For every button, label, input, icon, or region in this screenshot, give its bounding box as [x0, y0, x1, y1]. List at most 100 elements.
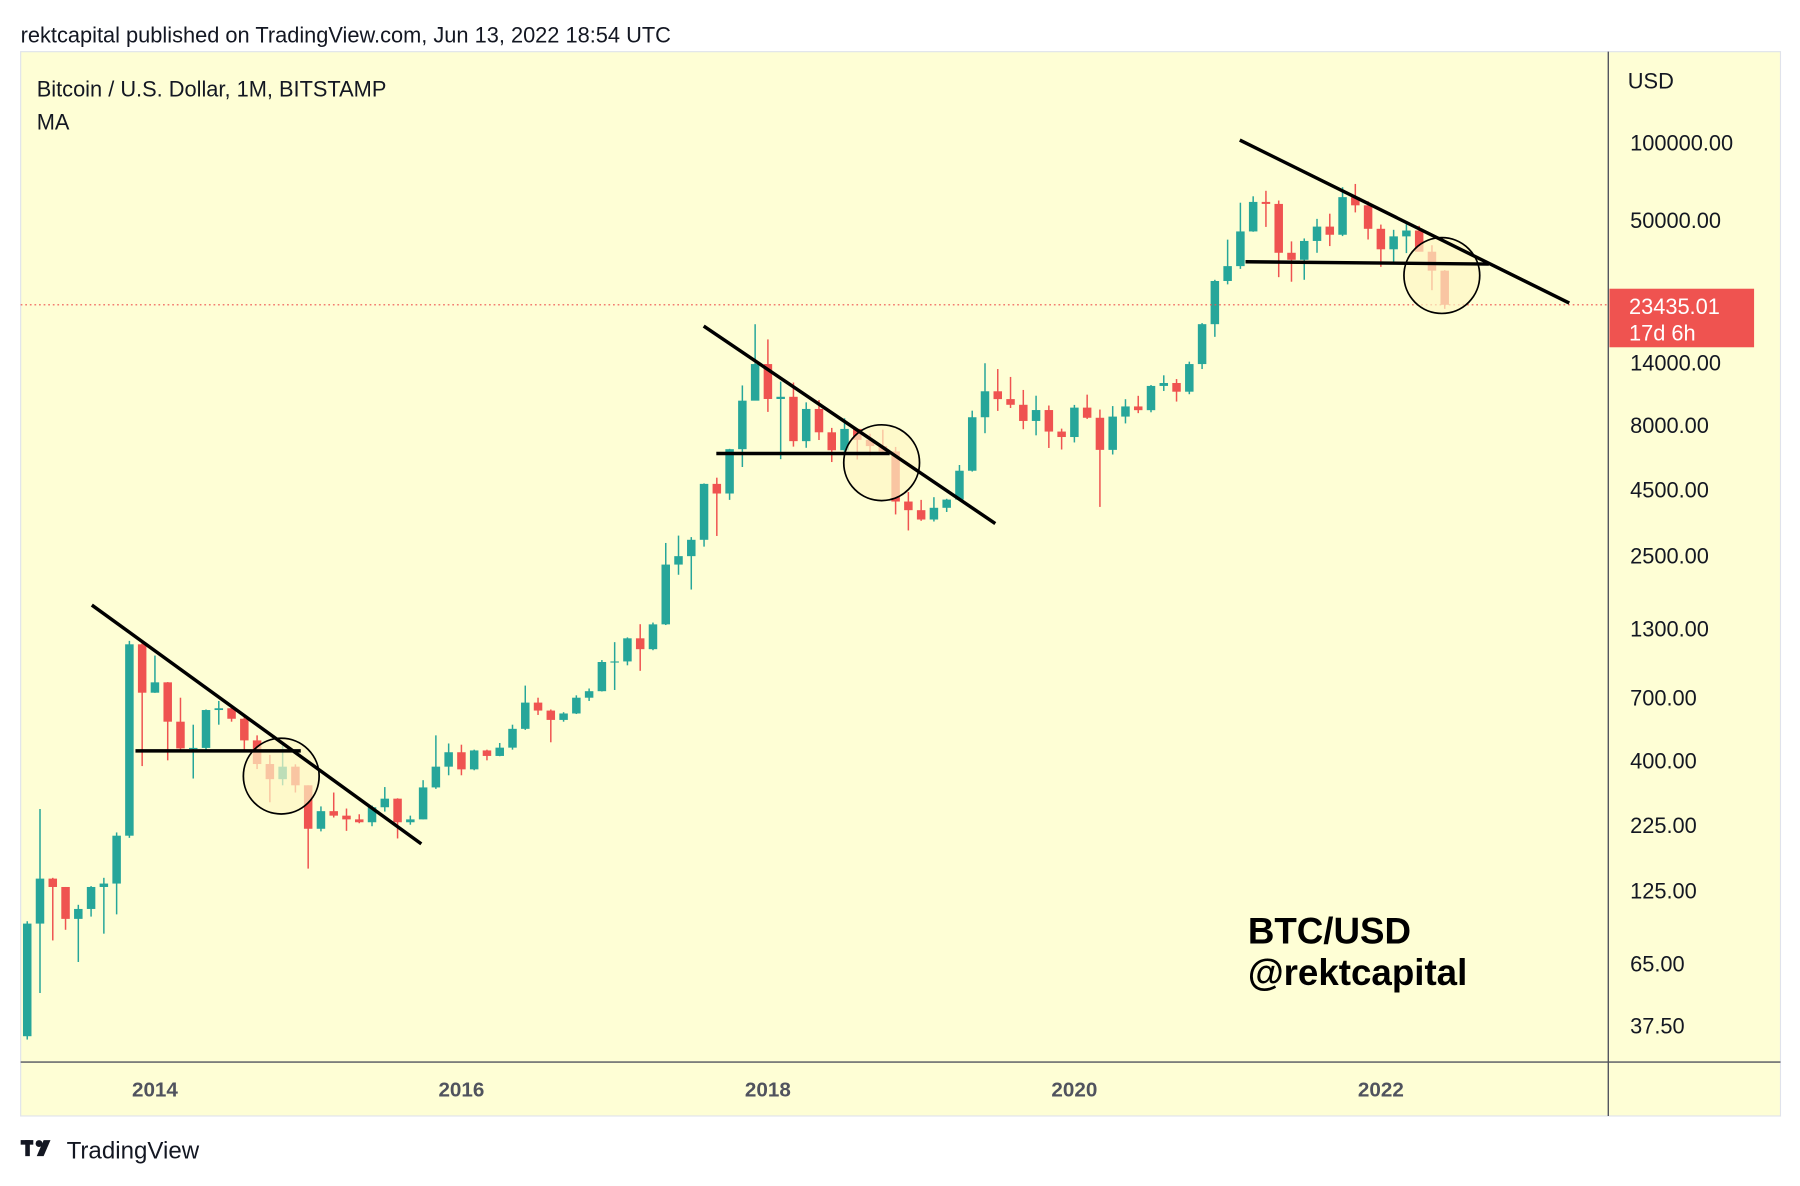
candle-body: [1236, 231, 1245, 267]
candle-body: [1376, 228, 1386, 250]
candle-body: [48, 878, 58, 887]
candle-body: [329, 811, 338, 816]
candle-body: [635, 638, 645, 650]
candle-body: [1031, 410, 1041, 421]
candle-body: [393, 798, 402, 823]
candle-body: [955, 470, 964, 500]
candle-body: [137, 644, 147, 693]
candle-body: [1223, 266, 1232, 281]
candle-body: [303, 785, 313, 829]
candle-body: [99, 883, 109, 887]
candle-body: [776, 396, 785, 399]
candle-body: [750, 364, 760, 401]
y-tick-label: 700.00: [1630, 686, 1697, 711]
candle-body: [1108, 416, 1117, 450]
candle-body: [1006, 399, 1015, 405]
candle-body: [495, 747, 504, 756]
x-tick-label: 2020: [1051, 1078, 1097, 1101]
candle-body: [1338, 197, 1347, 235]
price-unit: USD: [1628, 68, 1674, 93]
price-tag: [1609, 288, 1755, 348]
candle-body: [814, 408, 824, 433]
candle-body: [942, 499, 951, 508]
candle-body: [482, 750, 492, 756]
candle-body: [1312, 226, 1322, 241]
candle-body: [1261, 201, 1271, 204]
x-tick-label: 2016: [438, 1078, 484, 1101]
candle-body: [1082, 407, 1092, 418]
candle-body: [1210, 280, 1220, 325]
candle-body: [738, 400, 747, 450]
candle-body: [86, 886, 96, 909]
y-tick-label: 1300.00: [1630, 616, 1709, 641]
drawings: [90, 138, 1571, 846]
y-tick-label: 2500.00: [1630, 543, 1709, 568]
trend-line: [1239, 138, 1571, 305]
candle-body: [176, 721, 185, 749]
candle-body: [316, 811, 326, 829]
candle-body: [367, 807, 377, 823]
candle-body: [1146, 385, 1156, 411]
y-tick-label: 65.00: [1630, 952, 1685, 977]
candle-body: [1133, 406, 1143, 411]
candle-body: [380, 798, 390, 808]
candle-body: [789, 396, 798, 442]
candle-body: [163, 682, 172, 722]
candle-body: [214, 708, 224, 711]
candle-body: [674, 556, 683, 565]
chart-panel: [20, 51, 1782, 1117]
candle-body: [1197, 324, 1207, 365]
candle-body: [597, 662, 607, 692]
highlight-circle: [842, 423, 921, 502]
y-tick-label: 50000.00: [1630, 208, 1721, 233]
byline: rektcapital published on TradingView.com…: [21, 22, 671, 47]
candle-body: [201, 710, 211, 748]
candle-body: [993, 391, 1003, 400]
candle-body: [22, 923, 32, 1037]
candle-body: [559, 713, 568, 720]
y-tick-label: 8000.00: [1630, 413, 1709, 438]
candle-body: [508, 728, 517, 748]
candle-body: [648, 624, 658, 650]
candle-body: [1185, 364, 1194, 392]
candle-body: [150, 682, 160, 693]
trend-line: [702, 324, 997, 525]
candle-body: [725, 449, 734, 494]
candle-body: [1351, 197, 1360, 206]
y-tick-label: 14000.00: [1630, 350, 1721, 375]
last-price-label: 23435.01: [1629, 294, 1720, 319]
candle-body: [623, 638, 632, 662]
candle-body: [1121, 406, 1130, 417]
candle-body: [469, 750, 479, 770]
candle-body: [661, 564, 670, 625]
trend-line: [90, 603, 423, 846]
candle-body: [1402, 230, 1411, 237]
candle-body: [355, 819, 364, 823]
y-tick-label: 100000.00: [1630, 130, 1733, 155]
chart-title: Bitcoin / U.S. Dollar, 1M, BITSTAMP: [37, 76, 387, 101]
candle-body: [572, 697, 581, 714]
candle-body: [763, 364, 773, 399]
annotation: @rektcapital: [1248, 952, 1467, 993]
x-tick-label: 2018: [745, 1078, 791, 1101]
candle-body: [1414, 230, 1424, 252]
candle-body: [1159, 383, 1169, 386]
candle-body: [1287, 252, 1296, 260]
candle-body: [699, 483, 709, 540]
candle-body: [929, 507, 939, 520]
candle-body: [1389, 236, 1398, 250]
x-tick-label: 2022: [1358, 1078, 1404, 1101]
candle-body: [1070, 407, 1079, 438]
candle-body: [546, 710, 556, 720]
candle-body: [1019, 404, 1028, 421]
candle-body: [35, 878, 45, 924]
y-tick-label: 37.50: [1630, 1013, 1685, 1038]
brand-logo: [20, 1140, 51, 1157]
candle-body: [904, 501, 913, 511]
axis-layer: 37.50 65.00 125.00 225.00 400.00 700.00 1300.0…: [132, 130, 1755, 1101]
candle-body: [457, 752, 466, 770]
candle-body: [980, 391, 990, 418]
brand: TradingView: [67, 1137, 200, 1164]
candle-body: [431, 766, 441, 788]
